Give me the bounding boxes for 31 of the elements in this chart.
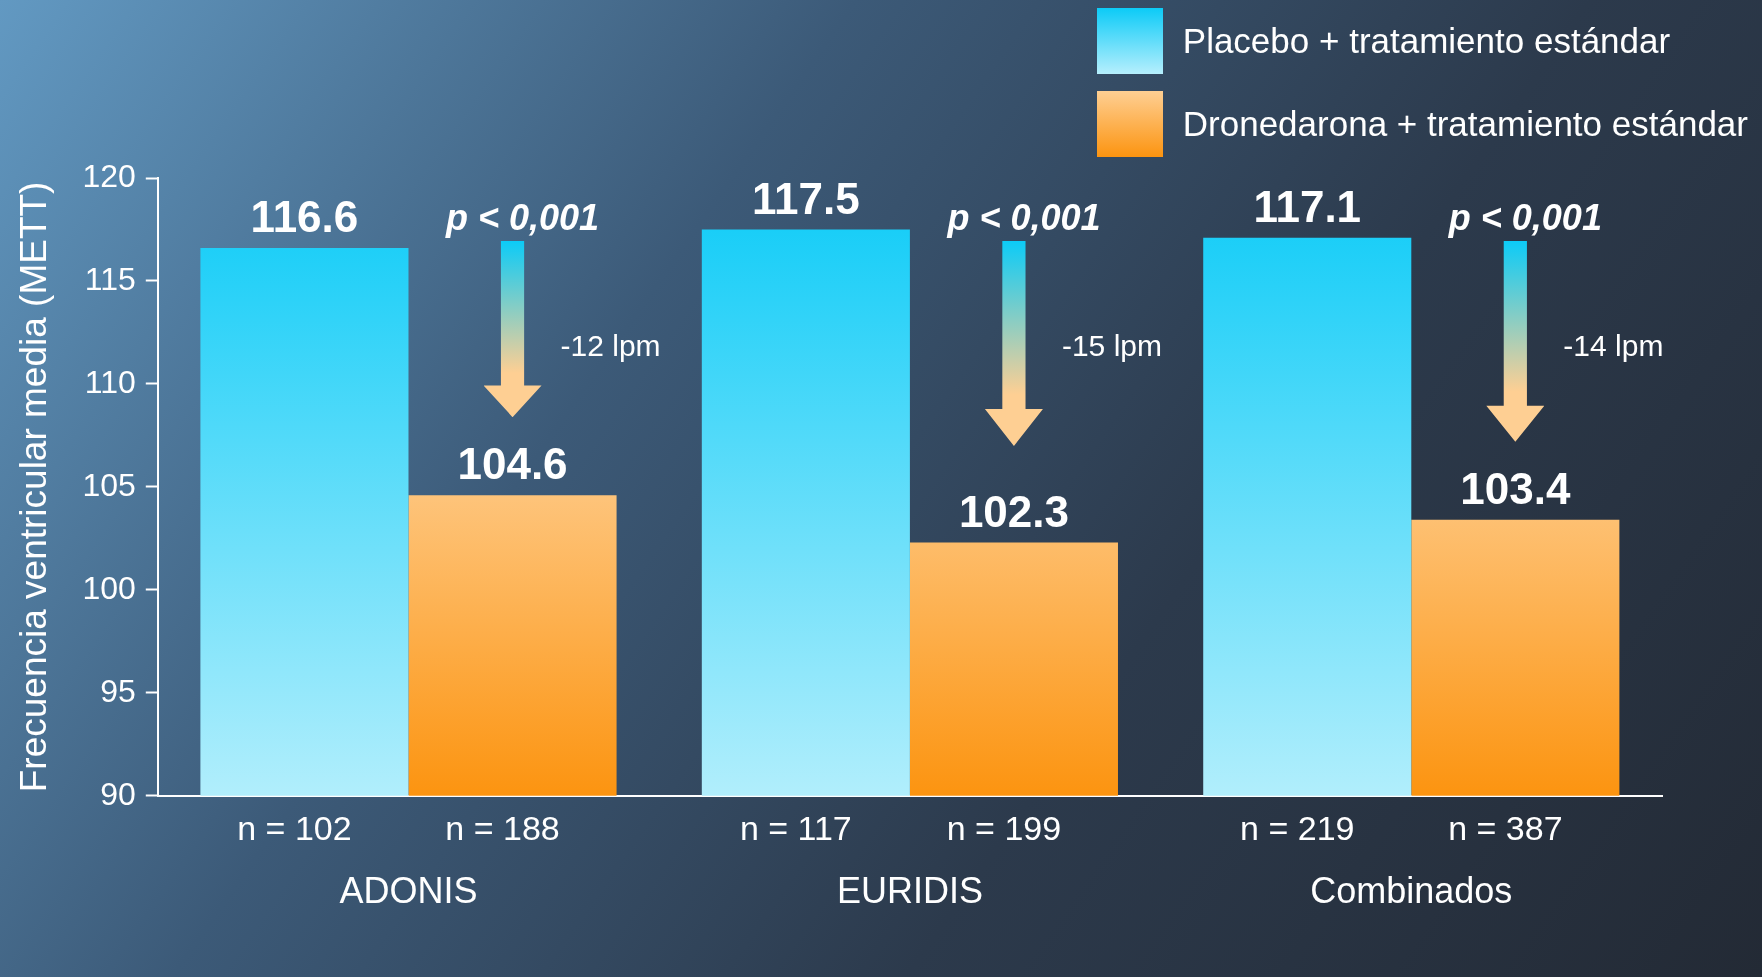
y-tick-label: 105 (82, 466, 136, 503)
y-tick-label: 100 (82, 569, 136, 606)
y-tick-label: 110 (84, 363, 136, 400)
y-axis-title: Frecuencia ventricular media (METT) (13, 181, 55, 793)
annotation: -15 lpm (1061, 329, 1162, 363)
text: n = 219 (1240, 809, 1355, 848)
y-tick-label: 115 (84, 260, 136, 297)
x-tick-label: Combinados (1310, 870, 1513, 912)
annotation: p < 0,001 (1447, 197, 1602, 238)
annotation: p < 0,001 (444, 197, 600, 238)
legend-label: Dronedarona + tratamiento estándar (1182, 104, 1748, 144)
data-label: 104.6 (457, 439, 568, 489)
data-label: 117.5 (752, 173, 860, 223)
data-label: 116.6 (250, 192, 359, 242)
x-tick-label: ADONIS (339, 870, 478, 912)
text: n = 387 (1448, 809, 1563, 848)
text: n = 117 (739, 809, 852, 848)
legend-label: Placebo + tratamiento estándar (1182, 21, 1671, 61)
y-tick-label: 90 (100, 775, 136, 812)
data-label: 102.3 (958, 486, 1069, 536)
y-tick-label: 95 (100, 672, 136, 709)
annotation: -14 lpm (1563, 329, 1664, 363)
x-tick-label: EURIDIS (836, 870, 983, 912)
annotation: -12 lpm (560, 329, 661, 363)
text: n = 102 (237, 809, 352, 848)
y-tick-label: 120 (82, 157, 136, 194)
data-label: 103.4 (1460, 463, 1571, 513)
text: n = 199 (946, 809, 1062, 848)
text: n = 188 (445, 809, 560, 848)
data-label: 117.1 (1253, 181, 1362, 231)
annotation: p < 0,001 (946, 197, 1101, 238)
